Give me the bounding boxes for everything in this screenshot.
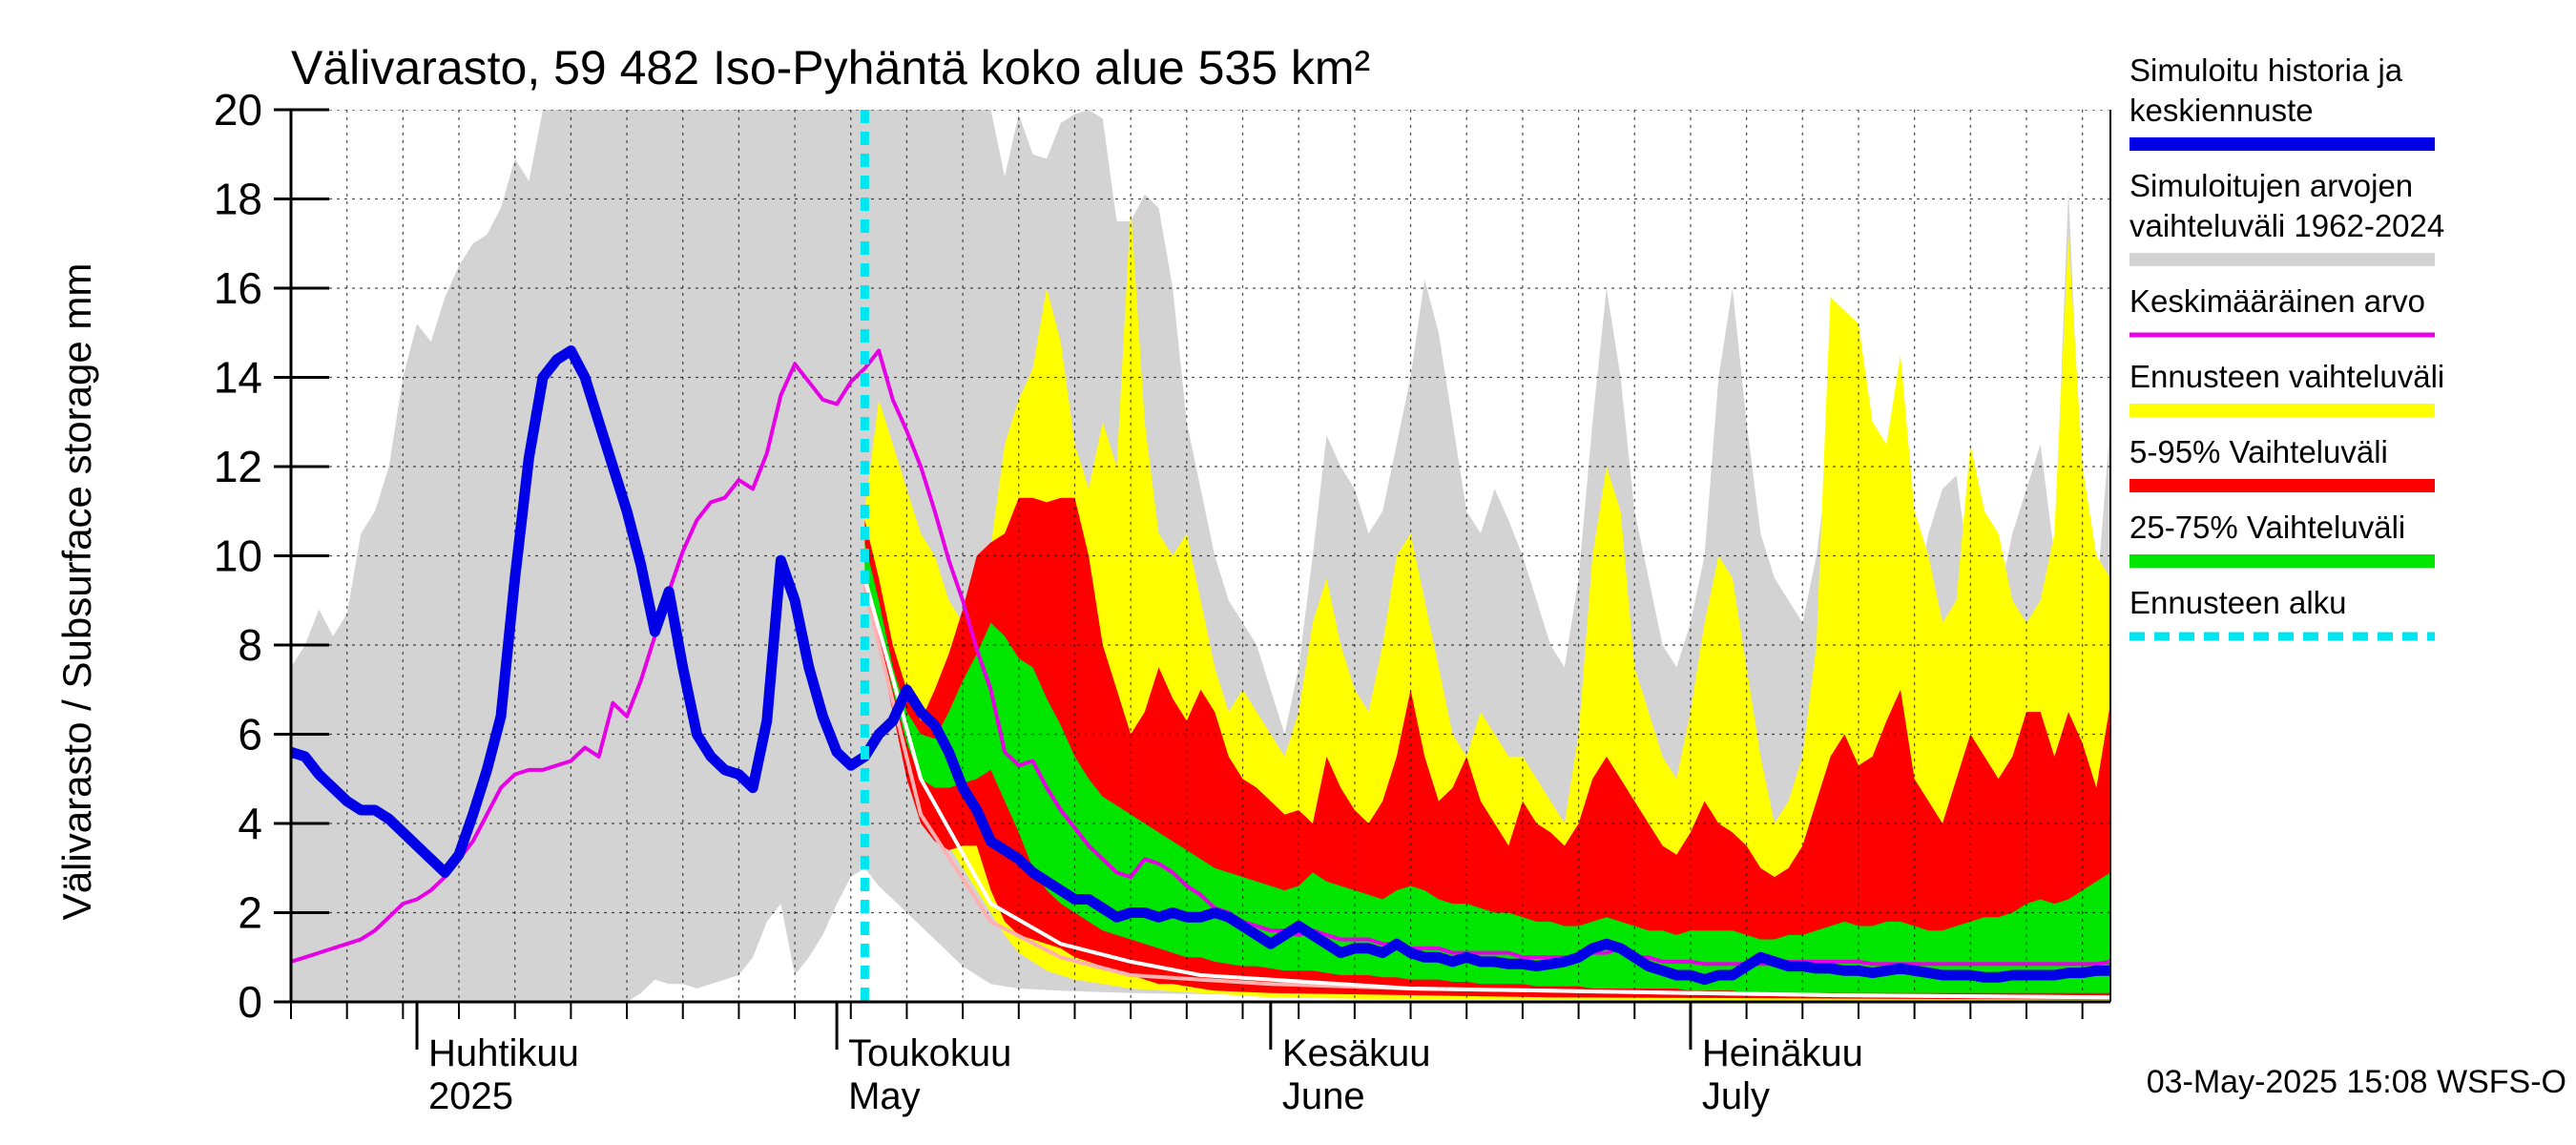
legend-item-label: Keskimääräinen arvo	[2129, 283, 2425, 319]
legend: Simuloitu historia jakeskiennusteSimuloi…	[2129, 52, 2444, 641]
chart-title: Välivarasto, 59 482 Iso-Pyhäntä koko alu…	[291, 41, 1370, 94]
history-line	[291, 345, 2110, 986]
y-tick-label: 8	[238, 620, 262, 670]
y-tick-label: 20	[214, 85, 262, 135]
white-line	[862, 575, 2110, 1000]
plot-area	[291, 110, 2110, 1002]
x-month-label-en: May	[848, 1075, 921, 1117]
x-month-label-fi: Toukokuu	[848, 1032, 1011, 1074]
legend-item-label: Simuloitu historia ja	[2129, 52, 2403, 88]
legend-item: Ennusteen alku	[2129, 585, 2435, 641]
x-month-label-en: 2025	[428, 1075, 513, 1117]
x-month-label-en: June	[1282, 1075, 1365, 1117]
legend-item-label: Simuloitujen arvojen	[2129, 168, 2413, 203]
legend-item: Simuloitu historia ja keskiennuste	[2129, 52, 2435, 151]
y-tick-label: 6	[238, 710, 262, 760]
legend-item: 5-95% Vaihteluväli	[2129, 434, 2435, 492]
legend-item: Ennusteen vaihteluväli	[2129, 359, 2444, 417]
legend-item: 25-75% Vaihteluväli	[2129, 510, 2435, 568]
p25-75-band	[864, 542, 2110, 993]
y-axis-label: Välivarasto / Subsurface storage mm	[54, 263, 99, 921]
x-month-label-fi: Heinäkuu	[1702, 1032, 1863, 1074]
y-tick-label: 14	[214, 353, 262, 403]
legend-item-label: 25-75% Vaihteluväli	[2129, 510, 2405, 545]
y-tick-label: 18	[214, 175, 262, 224]
x-month-label-fi: Huhtikuu	[428, 1032, 579, 1074]
legend-item-label: keskiennuste	[2129, 93, 2314, 128]
x-month-label-en: July	[1702, 1075, 1770, 1117]
legend-item-label: vaihteluväli 1962-2024	[2129, 208, 2444, 243]
legend-item-label: Ennusteen vaihteluväli	[2129, 359, 2444, 394]
x-month-label-fi: Kesäkuu	[1282, 1032, 1431, 1074]
y-tick-label: 2	[238, 888, 262, 938]
footer-timestamp: 03-May-2025 15:08 WSFS-O	[2147, 1064, 2566, 1100]
y-tick-label: 16	[214, 263, 262, 313]
legend-item: Simuloitujen arvojen vaihteluväli 1962-20…	[2129, 168, 2444, 266]
y-tick-label: 0	[238, 977, 262, 1027]
legend-item-label: Ennusteen alku	[2129, 585, 2347, 620]
legend-item: Keskimääräinen arvo	[2129, 283, 2435, 338]
y-tick-label: 12	[214, 442, 262, 491]
legend-item-label: 5-95% Vaihteluväli	[2129, 434, 2388, 469]
y-tick-label: 10	[214, 531, 262, 581]
y-tick-label: 4	[238, 799, 262, 848]
